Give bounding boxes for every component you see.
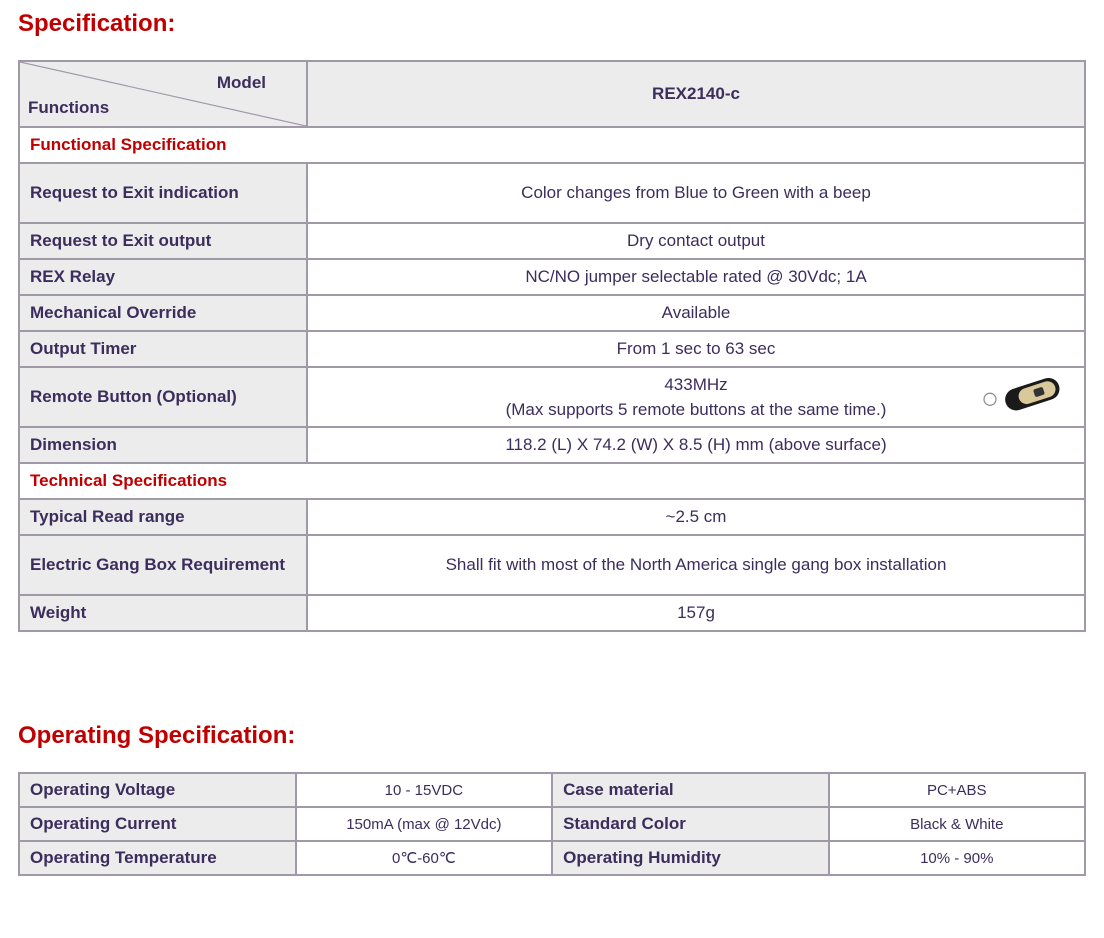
header-diagonal-cell: Model Functions: [20, 62, 306, 126]
spec-label: REX Relay: [20, 260, 306, 294]
model-label: Model: [217, 70, 266, 96]
technical-section-header: Technical Specifications: [20, 464, 1084, 498]
op-value: 0℃-60℃: [297, 842, 551, 874]
spec-label: Weight: [20, 596, 306, 630]
table-row: Operating Voltage10 - 15VDCCase material…: [20, 774, 1084, 806]
spec-label: Mechanical Override: [20, 296, 306, 330]
table-row: Electric Gang Box RequirementShall fit w…: [20, 536, 1084, 594]
op-value: Black & White: [830, 808, 1084, 840]
table-row: Output TimerFrom 1 sec to 63 sec: [20, 332, 1084, 366]
functions-label: Functions: [28, 95, 109, 121]
op-value: 150mA (max @ 12Vdc): [297, 808, 551, 840]
technical-section-label: Technical Specifications: [20, 464, 1084, 498]
dimension-row: Dimension 118.2 (L) X 74.2 (W) X 8.5 (H)…: [20, 428, 1084, 462]
op-label: Case material: [553, 774, 827, 806]
table-row: Weight157g: [20, 596, 1084, 630]
spec-label: Request to Exit output: [20, 224, 306, 258]
spec-value: Available: [308, 296, 1084, 330]
spec-value: ~2.5 cm: [308, 500, 1084, 534]
remote-fob-icon: [982, 375, 1068, 419]
table-row: Operating Temperature0℃-60℃Operating Hum…: [20, 842, 1084, 874]
model-name-cell: REX2140-c: [308, 62, 1084, 126]
table-row: Mechanical OverrideAvailable: [20, 296, 1084, 330]
operating-spec-title: Operating Specification:: [18, 722, 1086, 750]
remote-line1: 433MHz: [664, 372, 727, 398]
op-label: Operating Current: [20, 808, 295, 840]
table-row: Typical Read range~2.5 cm: [20, 500, 1084, 534]
dimension-value: 118.2 (L) X 74.2 (W) X 8.5 (H) mm (above…: [308, 428, 1084, 462]
specification-title: Specification:: [18, 10, 1086, 38]
spec-label: Request to Exit indication: [20, 164, 306, 222]
spec-label: Output Timer: [20, 332, 306, 366]
remote-button-label: Remote Button (Optional): [20, 368, 306, 426]
op-label: Standard Color: [553, 808, 827, 840]
remote-button-row: Remote Button (Optional) 433MHz (Max sup…: [20, 368, 1084, 426]
op-value: 10 - 15VDC: [297, 774, 551, 806]
specification-table: Model Functions REX2140-c Functional Spe…: [18, 60, 1086, 632]
spec-value: Color changes from Blue to Green with a …: [308, 164, 1084, 222]
spec-value: Shall fit with most of the North America…: [308, 536, 1084, 594]
op-label: Operating Temperature: [20, 842, 295, 874]
spec-label: Electric Gang Box Requirement: [20, 536, 306, 594]
table-row: Request to Exit indicationColor changes …: [20, 164, 1084, 222]
spec-value: Dry contact output: [308, 224, 1084, 258]
op-label: Operating Humidity: [553, 842, 827, 874]
op-value: PC+ABS: [830, 774, 1084, 806]
table-row: Request to Exit outputDry contact output: [20, 224, 1084, 258]
op-label: Operating Voltage: [20, 774, 295, 806]
functional-section-label: Functional Specification: [20, 128, 1084, 162]
dimension-label: Dimension: [20, 428, 306, 462]
remote-button-value: 433MHz (Max supports 5 remote buttons at…: [308, 368, 1084, 426]
op-value: 10% - 90%: [830, 842, 1084, 874]
spec-value: From 1 sec to 63 sec: [308, 332, 1084, 366]
spec-value: 157g: [308, 596, 1084, 630]
table-row: REX RelayNC/NO jumper selectable rated @…: [20, 260, 1084, 294]
table-row: Operating Current150mA (max @ 12Vdc)Stan…: [20, 808, 1084, 840]
remote-line2: (Max supports 5 remote buttons at the sa…: [506, 397, 887, 423]
operating-spec-table: Operating Voltage10 - 15VDCCase material…: [18, 772, 1086, 876]
functional-section-header: Functional Specification: [20, 128, 1084, 162]
spec-label: Typical Read range: [20, 500, 306, 534]
spec-value: NC/NO jumper selectable rated @ 30Vdc; 1…: [308, 260, 1084, 294]
header-row: Model Functions REX2140-c: [20, 62, 1084, 126]
